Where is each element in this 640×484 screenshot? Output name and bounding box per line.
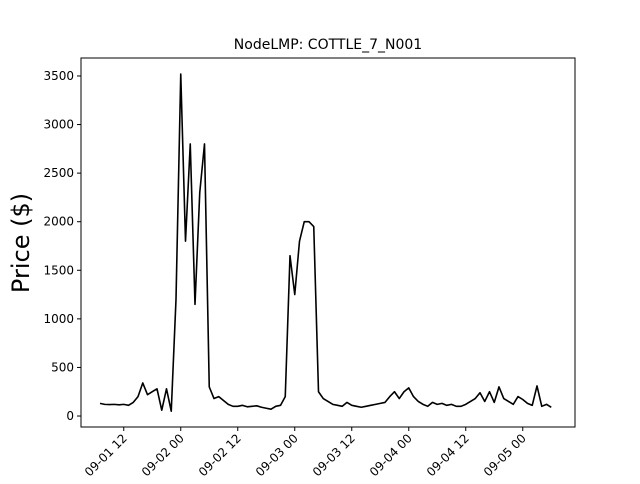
x-tick-label: 09-02 12 — [196, 431, 244, 479]
x-tick-label: 09-04 00 — [367, 431, 415, 479]
x-tick-label: 09-03 12 — [310, 431, 358, 479]
y-tick-label: 0 — [66, 409, 74, 423]
x-tick-label: 09-04 12 — [424, 431, 472, 479]
y-tick-label: 3500 — [43, 69, 74, 83]
y-tick-label: 1500 — [43, 263, 74, 277]
x-tick-label: 09-03 00 — [253, 431, 301, 479]
y-tick-label: 1000 — [43, 312, 74, 326]
y-axis-label: Price ($) — [7, 193, 35, 293]
price-line — [99, 73, 552, 412]
chart-title: NodeLMP: COTTLE_7_N001 — [234, 37, 422, 53]
y-tick-label: 500 — [51, 360, 74, 374]
x-tick-label: 09-02 00 — [139, 431, 187, 479]
x-tick-label: 09-05 00 — [481, 431, 529, 479]
y-tick-label: 3000 — [43, 118, 74, 132]
x-tick-label: 09-01 12 — [82, 431, 130, 479]
y-tick-label: 2500 — [43, 166, 74, 180]
axes-frame — [80, 57, 576, 428]
y-tick-label: 2000 — [43, 215, 74, 229]
